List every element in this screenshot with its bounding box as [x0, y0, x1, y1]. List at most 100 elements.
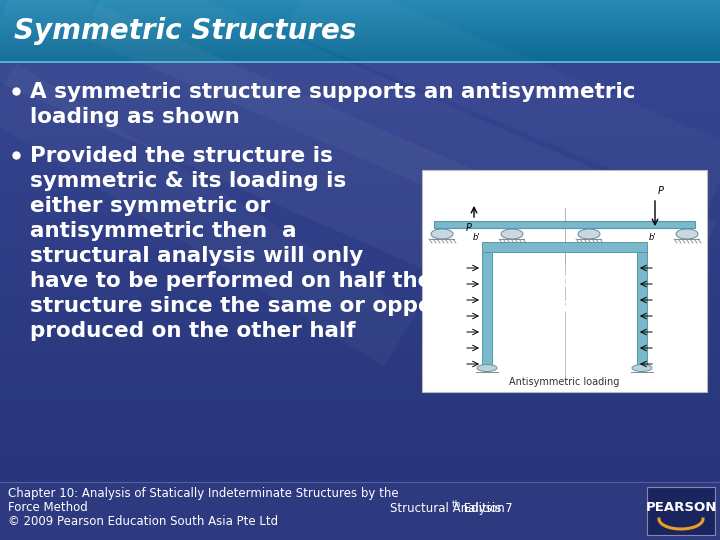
Bar [0, 219, 720, 223]
Bar [0, 54, 720, 55]
Bar [0, 7, 720, 8]
Ellipse shape [578, 229, 600, 239]
Ellipse shape [477, 364, 497, 372]
Bar [0, 69, 720, 72]
Bar [0, 206, 720, 209]
Bar [0, 79, 720, 83]
Bar [0, 282, 720, 286]
Bar [0, 171, 720, 174]
Bar [0, 42, 720, 43]
Bar [0, 20, 720, 21]
Bar [0, 395, 720, 398]
Bar [0, 216, 720, 219]
Bar [0, 360, 720, 363]
Bar [0, 286, 720, 289]
Bar [0, 408, 720, 412]
Bar [0, 76, 720, 79]
Bar [0, 11, 720, 12]
Bar [0, 93, 720, 97]
Bar [0, 415, 720, 419]
Bar [0, 381, 720, 384]
Bar [0, 49, 720, 50]
Bar [0, 104, 720, 107]
Bar [0, 384, 720, 388]
Bar [0, 40, 720, 41]
Bar [0, 363, 720, 367]
Bar [0, 314, 720, 318]
Bar [0, 58, 720, 59]
Bar [0, 325, 720, 328]
Bar [0, 447, 720, 450]
Bar [0, 457, 720, 461]
Bar [0, 27, 720, 28]
Ellipse shape [431, 229, 453, 239]
Bar [0, 192, 720, 195]
Bar [0, 125, 720, 129]
Bar [0, 15, 720, 16]
Ellipse shape [501, 229, 523, 239]
Bar [0, 46, 720, 48]
Bar [0, 296, 720, 300]
Bar [0, 24, 720, 25]
Bar [0, 23, 720, 24]
Bar [434, 221, 695, 228]
Bar [0, 419, 720, 422]
Bar [0, 328, 720, 332]
Bar [0, 146, 720, 150]
Text: Structural Analysis 7: Structural Analysis 7 [390, 502, 513, 515]
Bar [0, 83, 720, 86]
Bar [0, 114, 720, 118]
Bar [0, 433, 720, 436]
Bar [0, 167, 720, 171]
Ellipse shape [676, 229, 698, 239]
Bar [0, 48, 720, 49]
Bar [0, 468, 720, 471]
Bar [0, 244, 720, 247]
Bar [0, 39, 720, 40]
Text: either symmetric or: either symmetric or [30, 196, 270, 216]
Bar [0, 9, 720, 10]
Bar [0, 118, 720, 122]
Bar [0, 132, 720, 136]
Bar [0, 478, 720, 482]
Bar [0, 293, 720, 296]
Text: symmetric & its loading is: symmetric & its loading is [30, 171, 346, 191]
Bar [0, 188, 720, 192]
Bar [0, 436, 720, 440]
Bar [0, 10, 720, 11]
Text: structural analysis will only: structural analysis will only [30, 246, 364, 266]
Text: P: P [466, 223, 472, 233]
Bar [0, 482, 720, 540]
Bar [0, 5, 720, 6]
Bar [0, 57, 720, 58]
Text: Antisymmetric loading: Antisymmetric loading [509, 377, 620, 387]
Bar [0, 107, 720, 111]
Bar [0, 45, 720, 46]
Bar [0, 136, 720, 139]
Bar [647, 487, 715, 535]
Bar [0, 61, 720, 62]
Bar [0, 202, 720, 206]
Bar [482, 242, 647, 252]
Bar [0, 402, 720, 405]
Bar [0, 52, 720, 53]
Bar [0, 13, 720, 14]
Bar [0, 150, 720, 153]
Bar [0, 195, 720, 199]
Bar [0, 422, 720, 426]
Bar [0, 356, 720, 360]
Bar [0, 226, 720, 230]
Bar [0, 1, 720, 2]
Bar [0, 31, 720, 32]
Text: Chapter 10: Analysis of Statically Indeterminate Structures by the: Chapter 10: Analysis of Statically Indet… [8, 487, 399, 500]
Text: antisymmetric then  a: antisymmetric then a [30, 221, 297, 241]
Bar [0, 391, 720, 395]
Bar [0, 33, 720, 34]
Bar [0, 310, 720, 314]
Bar [0, 139, 720, 143]
Text: b': b' [472, 233, 480, 242]
Bar [0, 181, 720, 185]
Bar [0, 35, 720, 36]
Bar [0, 97, 720, 100]
Bar [0, 318, 720, 321]
